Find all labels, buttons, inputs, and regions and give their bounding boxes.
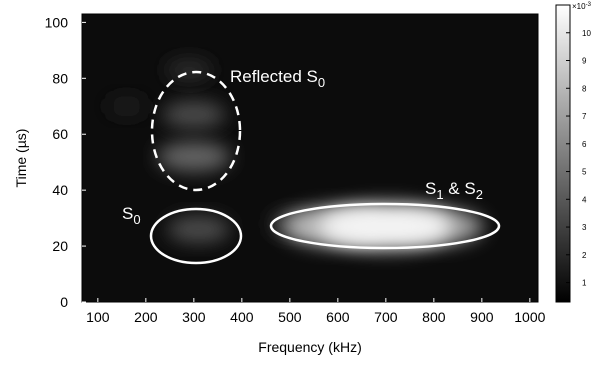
chart: Reflected S0 S0 S1 & S2 Frequency (kHz) … bbox=[0, 0, 608, 363]
x-tick-label: 200 bbox=[134, 309, 158, 325]
x-tick-label: 100 bbox=[86, 309, 110, 325]
y-axis-label: Time (µs) bbox=[13, 129, 29, 188]
y-tick-label: 20 bbox=[52, 238, 68, 254]
colorbar-tick-label: 3 bbox=[582, 223, 587, 232]
annotation-sub: 2 bbox=[476, 187, 483, 202]
colorbar-tick-label: 9 bbox=[582, 57, 587, 66]
y-tick-label: 40 bbox=[52, 182, 68, 198]
y-tick-label: 0 bbox=[60, 294, 68, 310]
plot-area bbox=[82, 14, 538, 302]
x-tick-label: 600 bbox=[326, 309, 350, 325]
annotation-text: Reflected S bbox=[230, 67, 318, 86]
x-axis-label: Frequency (kHz) bbox=[258, 339, 361, 355]
x-tick-label: 500 bbox=[278, 309, 302, 325]
annotation-sub: 0 bbox=[133, 212, 140, 227]
heat-peak bbox=[162, 101, 225, 128]
colorbar-scale: ×10-3 bbox=[572, 2, 592, 11]
heat-peak bbox=[319, 204, 452, 249]
heat-peak bbox=[165, 58, 213, 81]
annotation-sub: 1 bbox=[436, 187, 443, 202]
annotation-sub: 0 bbox=[318, 75, 325, 90]
annotation-text: S bbox=[122, 204, 133, 223]
heat-peak bbox=[157, 142, 230, 172]
colorbar-tick-label: 6 bbox=[582, 140, 587, 149]
x-tick-label: 800 bbox=[422, 309, 446, 325]
annotation-text: S bbox=[425, 179, 436, 198]
colorbar bbox=[556, 5, 570, 302]
x-tick-label: 1000 bbox=[514, 309, 545, 325]
x-tick-label: 700 bbox=[374, 309, 398, 325]
x-tick-label: 400 bbox=[230, 309, 254, 325]
colorbar-tick-label: 4 bbox=[582, 195, 587, 204]
x-tick-label: 300 bbox=[182, 309, 206, 325]
colorbar-tick-label: 5 bbox=[582, 168, 587, 177]
colorbar-tick-label: 8 bbox=[582, 84, 587, 93]
annotation-text: & S bbox=[444, 179, 476, 198]
colorbar-tick-label: 2 bbox=[582, 251, 587, 260]
y-tick-label: 100 bbox=[45, 14, 69, 30]
colorbar-scale-exp: -3 bbox=[586, 2, 592, 8]
colorbar-tick-label: 1 bbox=[582, 279, 587, 288]
colorbar-scale-base: ×10 bbox=[572, 2, 586, 11]
x-tick-label: 900 bbox=[470, 309, 494, 325]
heat-peak bbox=[167, 216, 230, 243]
y-tick-label: 60 bbox=[52, 126, 68, 142]
heat-peak bbox=[105, 95, 148, 117]
colorbar-tick-label: 7 bbox=[582, 112, 587, 121]
y-tick-label: 80 bbox=[52, 70, 68, 86]
colorbar-tick-label: 10 bbox=[582, 29, 591, 38]
